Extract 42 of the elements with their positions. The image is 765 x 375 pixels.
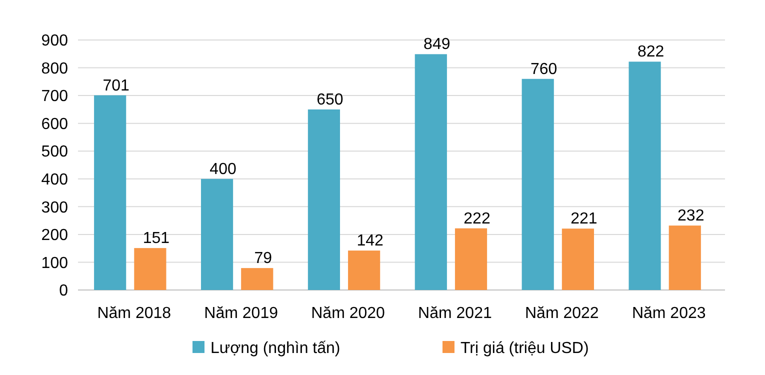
bar (522, 78, 554, 290)
data-label: 701 (102, 77, 130, 94)
y-tick-label: 700 (41, 88, 68, 106)
x-tick-label: Năm 2021 (418, 305, 492, 322)
data-label: 221 (570, 210, 598, 228)
bar (562, 228, 594, 290)
x-tick-label: Năm 2018 (97, 305, 172, 322)
x-tick-label: Năm 2019 (204, 305, 278, 322)
data-label: 400 (210, 160, 236, 178)
bar (308, 109, 340, 290)
x-tick-label: Năm 2020 (311, 305, 386, 322)
y-tick-label: 800 (41, 60, 68, 78)
data-label: 151 (142, 230, 170, 248)
data-label: 232 (678, 208, 704, 225)
data-label: 650 (316, 91, 344, 108)
y-tick-label: 0 (59, 282, 68, 300)
bar (668, 226, 701, 290)
bar (241, 268, 274, 290)
bar (454, 228, 488, 290)
y-tick-label: 200 (41, 227, 68, 244)
y-tick-label: 400 (41, 171, 68, 188)
bar (134, 248, 166, 290)
x-tick-label: Năm 2022 (525, 305, 599, 322)
data-label: 822 (637, 44, 664, 61)
data-label: 142 (356, 232, 384, 250)
data-label: 760 (530, 60, 558, 78)
legend-label: Trị giá (triệu USD) (460, 340, 589, 357)
bar (628, 62, 661, 290)
y-tick-label: 500 (41, 144, 68, 161)
y-tick-label: 600 (41, 116, 68, 133)
data-label: 79 (254, 250, 272, 268)
y-tick-label: 100 (41, 254, 68, 272)
bar (94, 95, 126, 290)
y-tick-label: 900 (41, 32, 68, 50)
bar (200, 178, 234, 290)
bar (348, 250, 380, 290)
y-tick-label: 300 (41, 199, 68, 216)
data-label: 849 (424, 36, 450, 54)
x-tick-label: Năm 2023 (632, 305, 706, 322)
legend-label: Lượng (nghìn tấn) (210, 340, 340, 357)
data-label: 222 (464, 210, 490, 228)
bar (414, 54, 447, 290)
